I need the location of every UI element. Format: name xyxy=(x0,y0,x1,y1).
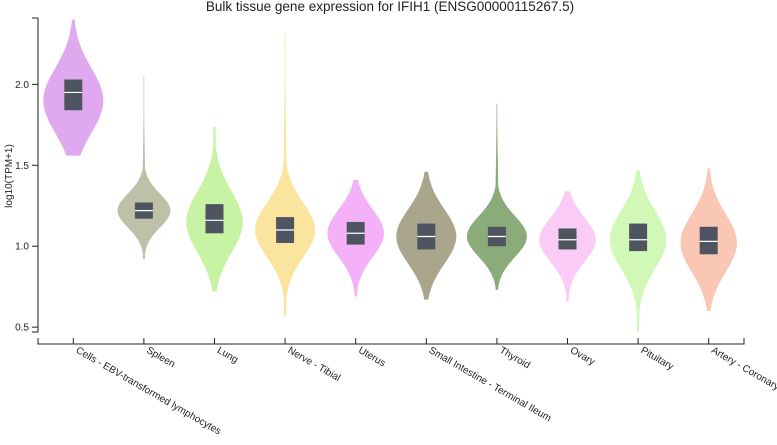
violins-group xyxy=(43,19,737,332)
violin-shape xyxy=(117,76,171,260)
y-axis-label: log10(TPM+1) xyxy=(4,144,15,208)
iqr-box xyxy=(699,226,718,255)
violin-shape xyxy=(466,103,527,290)
x-tick-label: Thyroid xyxy=(497,345,531,371)
y-tick-label: 2.0 xyxy=(15,80,29,91)
chart-title: Bulk tissue gene expression for IFIH1 (E… xyxy=(206,0,574,14)
x-ticks-group: Cells - EBV-transformed lymphocytesSplee… xyxy=(72,338,777,437)
iqr-box xyxy=(558,228,577,250)
iqr-box xyxy=(629,223,648,252)
x-tick-label: Spleen xyxy=(144,345,176,370)
y-tick-label: 0.5 xyxy=(15,323,29,334)
axes-group xyxy=(32,17,745,345)
y-tick-label: 1.0 xyxy=(15,242,29,253)
x-tick-label: Pituitary xyxy=(639,345,676,373)
x-axis-line xyxy=(37,338,745,345)
x-tick-label: Ovary xyxy=(568,345,597,368)
y-tick-label: 1.5 xyxy=(15,161,29,172)
x-tick-label: Uterus xyxy=(356,345,387,369)
iqr-box xyxy=(64,79,83,111)
x-tick-label: Small Intestine - Terminal Ileum xyxy=(427,345,553,424)
y-axis-line xyxy=(32,17,39,333)
violin-shape xyxy=(255,34,316,316)
y-ticks-group: 0.5 1.0 1.5 2.0 xyxy=(15,80,38,334)
x-tick-label: Artery - Coronary xyxy=(709,345,777,393)
x-tick-label: Cells - EBV-transformed lymphocytes xyxy=(74,345,223,437)
iqr-box xyxy=(205,204,224,234)
x-tick-label: Lung xyxy=(215,345,240,366)
x-tick-label: Nerve - Tibial xyxy=(286,345,343,384)
